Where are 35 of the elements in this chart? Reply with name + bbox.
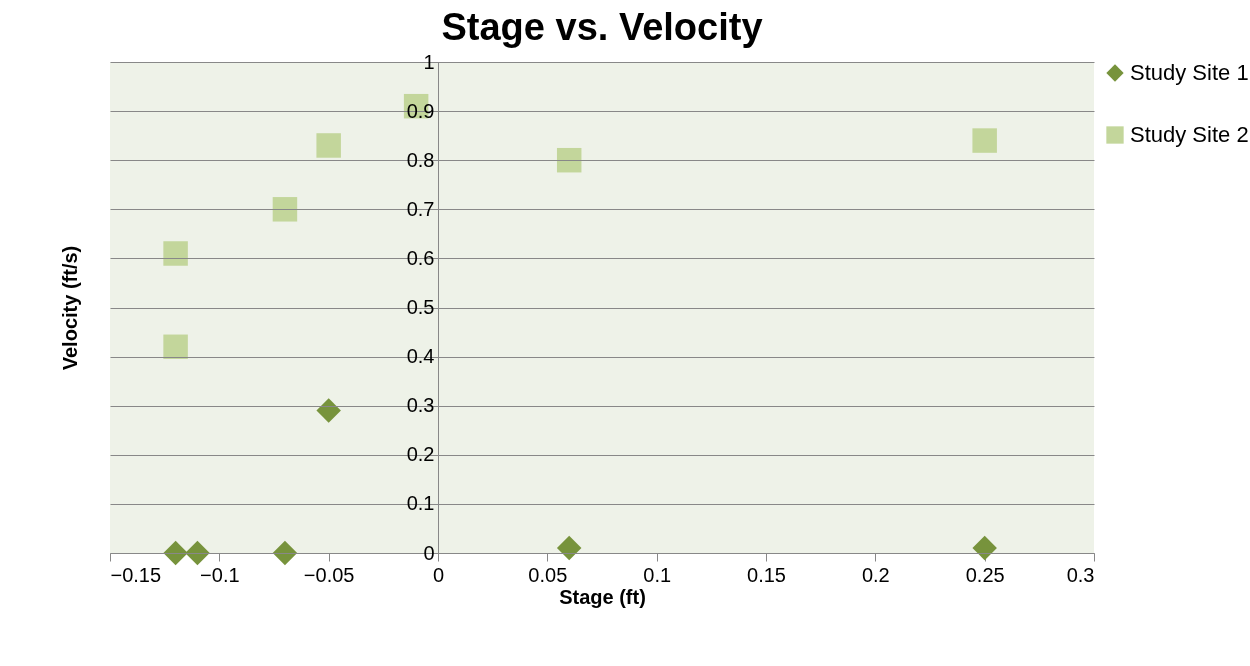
- x-tick-label: 0.2: [861, 563, 890, 586]
- point: [272, 540, 298, 566]
- x-tick-label: 0.1: [643, 563, 672, 586]
- point: [972, 128, 997, 153]
- chart-title: Stage vs. Velocity: [441, 6, 763, 48]
- x-tick-label: 0.05: [528, 563, 568, 586]
- point: [316, 133, 341, 158]
- y-tick-label: 0.9: [406, 99, 435, 122]
- y-tick-label: 0.8: [406, 148, 435, 171]
- point: [163, 241, 188, 266]
- y-tick-label: 0.3: [406, 394, 435, 417]
- point: [556, 535, 582, 561]
- y-tick-label: 0.6: [406, 246, 435, 269]
- x-tick-label: −0.1: [200, 563, 240, 586]
- x-tick-label: 0.25: [965, 563, 1005, 586]
- x-axis-title: Stage (ft): [559, 585, 646, 608]
- legend-label: Study Site 1: [1130, 60, 1249, 85]
- x-tick-label: −0.05: [303, 563, 355, 586]
- y-tick-label: 0.4: [406, 345, 435, 368]
- y-tick-label: 0.2: [406, 443, 435, 466]
- x-tick-label: 0.3: [1066, 563, 1095, 586]
- y-tick-label: 0.7: [406, 197, 435, 220]
- point: [272, 197, 298, 222]
- y-tick-label: 0.1: [406, 492, 435, 515]
- x-tick-label: −0.15: [110, 563, 162, 586]
- y-tick-label: 1: [423, 50, 435, 73]
- point: [972, 535, 997, 561]
- legend-label: Study Site 2: [1130, 122, 1249, 147]
- y-tick-label: 0: [423, 541, 435, 564]
- point: [316, 398, 341, 423]
- y-axis-title: Velocity (ft/s): [58, 245, 81, 371]
- point: [163, 334, 188, 360]
- x-tick-label: 0.15: [747, 563, 786, 586]
- point: [556, 147, 582, 173]
- y-tick-label: 0.5: [406, 296, 435, 318]
